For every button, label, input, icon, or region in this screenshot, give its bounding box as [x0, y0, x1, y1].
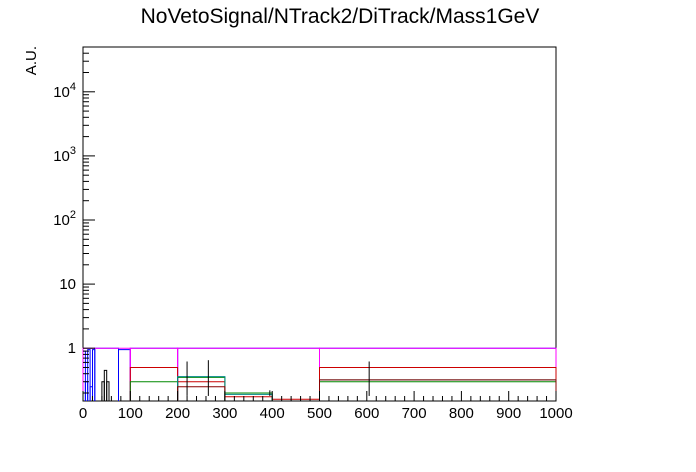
y-tick-label-0: 1 [68, 340, 76, 357]
axes: 0 100 200 300 400 500 600 700 800 900 1000 1 10 102 10… [53, 46, 573, 422]
x-tick-label-4: 400 [260, 405, 285, 422]
x-tick-label-6: 600 [354, 405, 379, 422]
series-1-bin-3 [319, 347, 557, 401]
series-layer [82, 347, 557, 401]
series-4-bin-0 [177, 376, 226, 401]
x-tick-label-9: 900 [496, 405, 521, 422]
x-tick-label-1: 100 [118, 405, 143, 422]
x-tick-label-5: 500 [307, 405, 332, 422]
chart-title: NoVetoSignal/NTrack2/DiTrack/Mass1GeV [141, 5, 540, 28]
series-3-bin-3 [319, 381, 557, 401]
series-6 [101, 360, 370, 401]
x-tick-label-3: 300 [212, 405, 237, 422]
series-0-bin-7 [129, 347, 179, 401]
series-3 [129, 376, 557, 401]
y-tick-label-1: 10 [59, 276, 76, 293]
x-tick-label-2: 200 [165, 405, 190, 422]
series-5-bin-0 [177, 386, 226, 401]
series-3-bin-1 [177, 376, 226, 401]
series-2-bin-0 [129, 367, 179, 401]
series-0-bin-6 [118, 349, 131, 401]
series-2 [129, 367, 557, 401]
series-6-bin-2 [106, 381, 110, 401]
x-tick-label-0: 0 [79, 405, 87, 422]
x-tick-label-8: 800 [449, 405, 474, 422]
series-0-bin-9 [319, 347, 557, 401]
y-tick-label-4: 104 [53, 81, 76, 101]
y-tick-label-2: 102 [53, 209, 76, 229]
x-tick-label-10: 1000 [539, 405, 572, 422]
series-2-bin-4 [319, 367, 557, 401]
series-4-bin-2 [319, 379, 557, 401]
series-2-bin-1 [177, 381, 226, 401]
series-5-bin-1 [319, 379, 557, 401]
series-4-bin-1 [224, 393, 273, 401]
series-2-bin-2 [224, 396, 273, 401]
x-tick-label-7: 700 [402, 405, 427, 422]
y-tick-label-3: 103 [53, 145, 76, 165]
series-1-bin-1 [129, 347, 179, 401]
series-3-bin-0 [129, 381, 179, 401]
series-0-bin-2 [87, 349, 91, 401]
y-axis-label: A.U. [23, 46, 40, 75]
